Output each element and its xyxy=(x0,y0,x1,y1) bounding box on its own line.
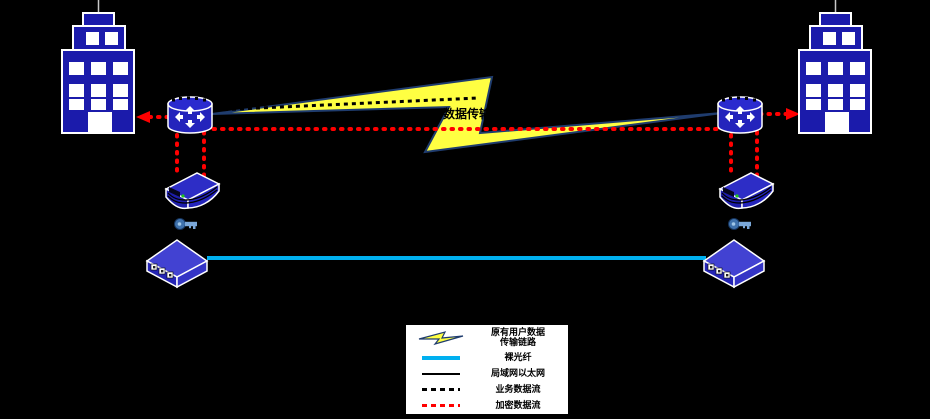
fiber-line-icon xyxy=(410,356,472,361)
encryptor-right xyxy=(719,172,774,210)
legend: 原有用户数据 传输链路 裸光纤 局域网以太网 业务数据流 加密数据流 xyxy=(405,324,569,415)
legend-label-link: 原有用户数据 传输链路 xyxy=(472,328,564,348)
switch-left xyxy=(146,239,208,288)
legend-row-lan: 局域网以太网 xyxy=(410,369,564,380)
arrowhead-left-icon xyxy=(136,111,150,123)
legend-label-link-line2: 传输链路 xyxy=(499,338,536,348)
legend-label-link-line1: 原有用户数据 xyxy=(490,328,545,338)
legend-label-business: 业务数据流 xyxy=(495,384,541,395)
router-right xyxy=(717,95,763,134)
business-flow-line xyxy=(215,96,479,112)
router-left xyxy=(167,95,213,134)
building-left xyxy=(61,0,135,134)
legend-row-business: 业务数据流 xyxy=(410,384,564,395)
encryptor-left xyxy=(165,172,220,210)
legend-row-link: 原有用户数据 传输链路 xyxy=(410,328,564,348)
arrowhead-right-icon xyxy=(786,108,800,120)
encrypted-flow-icon xyxy=(410,404,472,407)
key-icon-right xyxy=(728,218,752,230)
legend-label-lan: 局域网以太网 xyxy=(490,369,545,379)
center-link-label: 数据传输 xyxy=(443,106,492,121)
switch-right xyxy=(703,239,765,288)
lan-line-icon xyxy=(410,373,472,375)
legend-row-encrypted: 加密数据流 xyxy=(410,400,564,411)
legend-label-encrypted: 加密数据流 xyxy=(495,400,541,411)
key-icon-left xyxy=(174,218,198,230)
legend-label-fiber: 裸光纤 xyxy=(504,353,532,364)
legend-row-fiber: 裸光纤 xyxy=(410,353,564,364)
business-flow-icon xyxy=(410,388,472,392)
building-right xyxy=(798,0,872,134)
lightning-bolt-icon xyxy=(410,330,472,346)
